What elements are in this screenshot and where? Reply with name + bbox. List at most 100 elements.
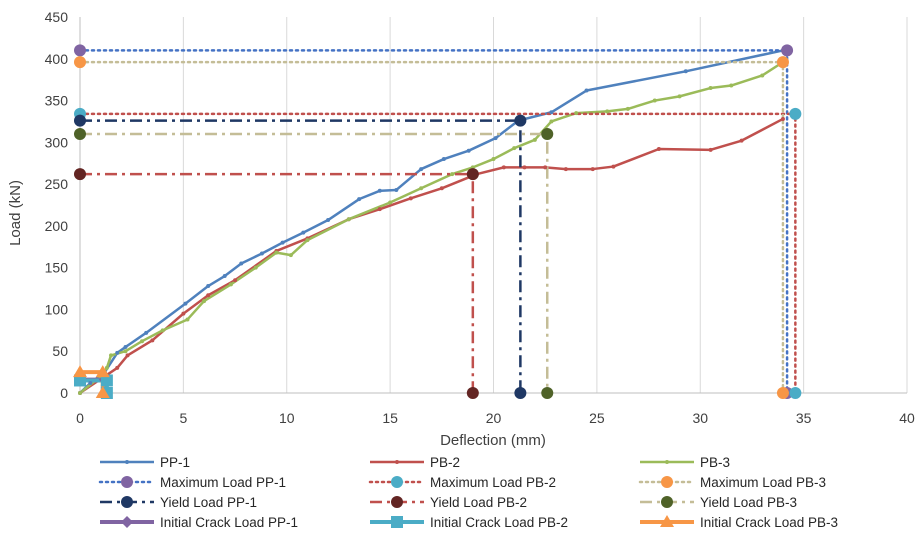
point-pb-2	[739, 138, 744, 143]
point-pp-1	[88, 380, 93, 385]
legend-swatch-marker	[391, 496, 403, 508]
point-pb-2	[590, 167, 595, 172]
point-pb-2	[181, 311, 186, 316]
point-pb-3	[419, 186, 424, 191]
point-maximum-load-pp-1	[74, 44, 86, 57]
legend-label: Initial Crack Load PB-2	[430, 515, 568, 530]
y-axis-title: Load (kN)	[7, 180, 24, 246]
point-pb-3	[450, 172, 455, 177]
legend-label: Maximum Load PP-1	[160, 475, 286, 490]
point-pb-3	[729, 83, 734, 88]
point-pb-2	[708, 147, 713, 152]
point-pp-1	[357, 197, 362, 202]
point-pp-1	[115, 350, 120, 355]
legend-item-pp-1: PP-1	[100, 455, 190, 470]
legend-item-maximum-load-pb-3: Maximum Load PB-3	[638, 475, 826, 490]
point-pp-1	[441, 157, 446, 162]
legend: PP-1 PB-2 PB-3 Maximum Load PP-1 Maximum Loa…	[98, 455, 838, 530]
legend-swatch-marker	[660, 515, 674, 527]
point-initial-crack-load-pb-2	[100, 374, 113, 387]
point-pb-3	[491, 157, 496, 162]
x-tick-label: 25	[589, 410, 605, 426]
legend-swatch-marker	[391, 476, 403, 488]
point-pb-3	[625, 106, 630, 111]
legend-item-maximum-load-pb-2: Maximum Load PB-2	[368, 475, 556, 490]
legend-label: Maximum Load PB-3	[700, 475, 826, 490]
point-pp-1	[549, 110, 554, 115]
point-pp-1	[584, 88, 589, 93]
x-tick-label: 0	[76, 410, 84, 426]
point-yield-load-pb-2	[74, 168, 86, 181]
point-pb-3	[574, 111, 579, 116]
x-tick-label: 40	[899, 410, 915, 426]
legend-swatch-marker	[661, 476, 673, 488]
series-line-maximum-load-pb-2	[78, 112, 797, 395]
point-pb-3	[274, 250, 279, 255]
y-tick-label: 100	[45, 301, 69, 317]
point-maximum-load-pb-2	[789, 387, 802, 399]
point-pb-3	[605, 109, 610, 114]
point-pb-3	[228, 282, 233, 287]
legend-item-yield-load-pp-1: Yield Load PP-1	[100, 495, 257, 510]
point-pp-1	[259, 251, 264, 256]
point-pp-1	[466, 148, 471, 153]
point-yield-load-pp-1	[514, 114, 527, 127]
point-pb-3	[160, 328, 165, 333]
x-axis-title: Deflection (mm)	[440, 432, 546, 449]
point-pp-1	[144, 330, 149, 335]
point-pp-1	[326, 218, 331, 223]
point-pb-3	[123, 349, 128, 354]
point-yield-load-pb-2	[466, 168, 479, 181]
legend-item-initial-crack-load-pb-3: Initial Crack Load PB-3	[640, 515, 838, 530]
point-pp-1	[183, 301, 188, 306]
point-maximum-load-pb-3	[776, 387, 789, 399]
point-pp-1	[493, 136, 498, 141]
point-yield-load-pb-3	[74, 127, 86, 140]
legend-label: PB-2	[430, 455, 460, 470]
legend-swatch-marker	[665, 460, 669, 464]
y-tick-label: 250	[45, 176, 69, 192]
point-pb-3	[512, 146, 517, 151]
point-pb-3	[532, 137, 537, 142]
point-yield-load-pb-3	[541, 127, 554, 140]
legend-label: Maximum Load PB-2	[430, 475, 556, 490]
point-pb-2	[656, 147, 661, 152]
legend-label: Yield Load PP-1	[160, 495, 257, 510]
point-pp-1	[419, 167, 424, 172]
point-pb-2	[377, 207, 382, 212]
y-tick-label: 300	[45, 134, 69, 150]
point-pp-1	[239, 261, 244, 266]
y-tick-label: 150	[45, 260, 69, 276]
point-maximum-load-pb-3	[776, 56, 789, 69]
x-tick-label: 30	[692, 410, 708, 426]
series-line-pb-3	[79, 61, 784, 394]
point-yield-load-pp-1	[514, 387, 527, 399]
point-pb-3	[677, 94, 682, 99]
point-pb-3	[140, 339, 145, 344]
point-pb-2	[522, 165, 527, 170]
y-tick-label: 200	[45, 218, 69, 234]
point-pp-1	[280, 240, 285, 245]
point-pb-3	[185, 317, 190, 322]
legend-item-maximum-load-pp-1: Maximum Load PP-1	[98, 475, 286, 490]
point-pp-1	[123, 345, 128, 350]
point-initial-crack-load-pb-3	[73, 365, 87, 378]
x-tick-label: 35	[796, 410, 812, 426]
point-pp-1	[206, 284, 211, 289]
point-pb-3	[346, 217, 351, 222]
point-pb-3	[104, 365, 109, 370]
point-yield-load-pb-3	[541, 387, 554, 399]
point-pb-3	[305, 238, 310, 243]
point-maximum-load-pb-3	[74, 56, 86, 69]
point-pp-1	[394, 187, 399, 192]
legend-item-yield-load-pb-3: Yield Load PB-3	[640, 495, 797, 510]
series-line-pb-2	[79, 117, 784, 395]
legend-label: Initial Crack Load PB-3	[700, 515, 838, 530]
y-tick-label: 50	[52, 343, 68, 359]
legend-swatch-marker	[121, 476, 133, 488]
point-pb-2	[563, 167, 568, 172]
legend-item-pb-3: PB-3	[640, 455, 730, 470]
y-tick-label: 400	[45, 51, 69, 67]
point-pb-3	[652, 98, 657, 103]
